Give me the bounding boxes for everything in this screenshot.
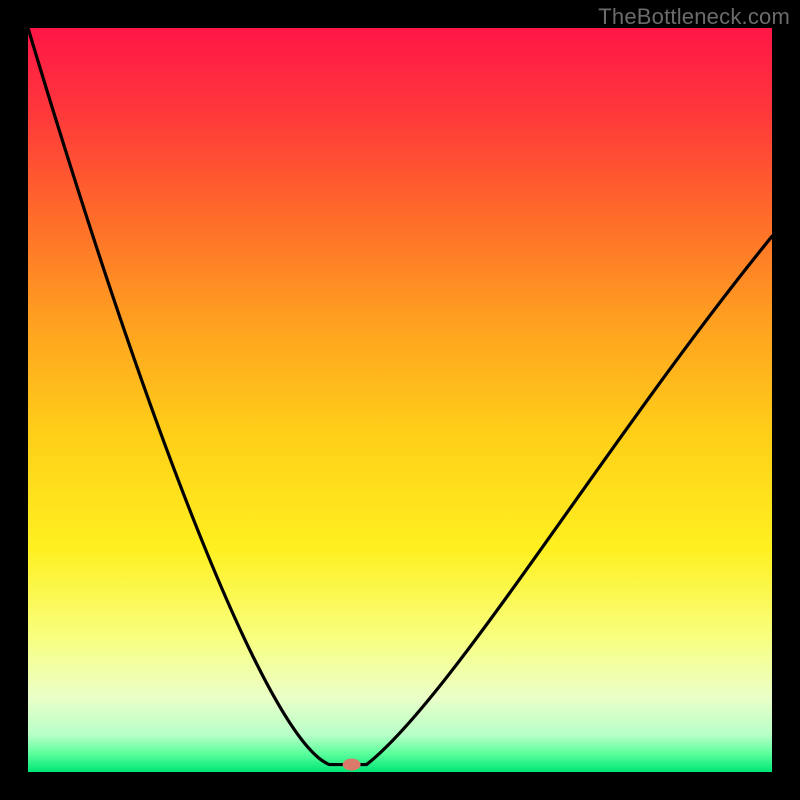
chart-frame: TheBottleneck.com bbox=[0, 0, 800, 800]
watermark-text: TheBottleneck.com bbox=[598, 4, 790, 30]
optimal-point-marker bbox=[343, 759, 361, 771]
plot-background bbox=[28, 28, 772, 772]
bottleneck-chart bbox=[0, 0, 800, 800]
